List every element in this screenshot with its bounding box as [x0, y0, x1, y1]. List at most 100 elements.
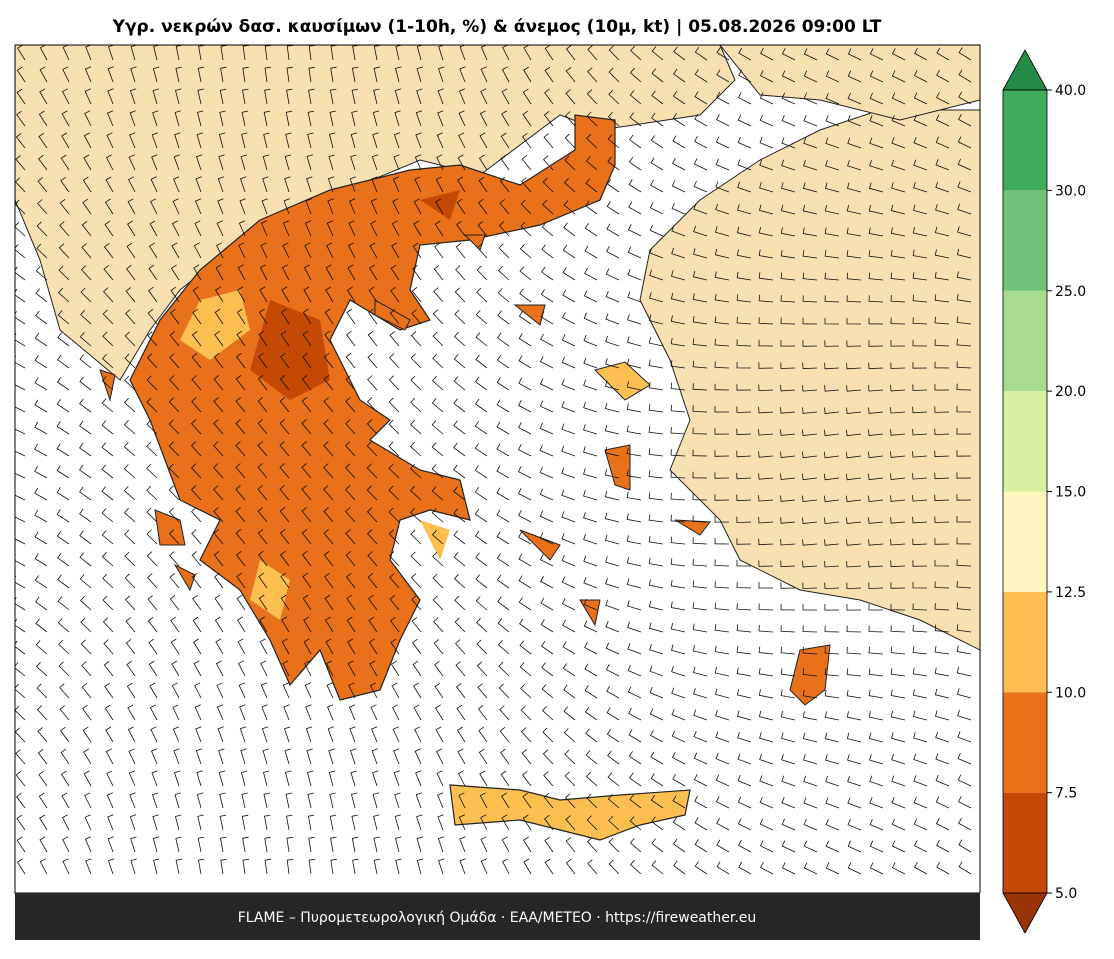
- wind-barb: [101, 376, 114, 391]
- wind-barb: [345, 441, 356, 457]
- wind-barb: [147, 616, 158, 633]
- wind-barb: [34, 531, 48, 545]
- wind-barb: [670, 382, 686, 391]
- wind-barb: [498, 221, 510, 237]
- wind-barb: [237, 286, 246, 303]
- wind-barb: [456, 198, 466, 215]
- wind-barb: [125, 595, 136, 611]
- wind-barb: [648, 557, 664, 567]
- wind-barb: [913, 159, 928, 171]
- wind-barb: [36, 243, 48, 259]
- wind-barb: [561, 445, 576, 457]
- wind-barb: [279, 419, 290, 435]
- wind-barb: [264, 45, 272, 61]
- wind-barb: [693, 248, 708, 259]
- wind-barb: [327, 176, 335, 193]
- wind-barb: [781, 114, 796, 127]
- wind-barb: [672, 90, 686, 105]
- wind-barb: [736, 581, 752, 589]
- wind-barb: [123, 486, 136, 501]
- wind-barb: [330, 66, 337, 83]
- wind-barb: [542, 177, 554, 193]
- wind-barb: [738, 69, 752, 83]
- wind-barb: [692, 405, 708, 413]
- wind-barb: [671, 180, 686, 193]
- wind-barb: [562, 244, 576, 259]
- wind-barb: [608, 67, 620, 83]
- wind-barb: [523, 45, 532, 61]
- wind-barb: [692, 449, 708, 457]
- wind-barb: [912, 384, 928, 391]
- wind-barb: [671, 665, 686, 677]
- wind-barb: [498, 661, 510, 677]
- wind-barb: [302, 572, 312, 589]
- wind-barb: [61, 88, 70, 105]
- wind-barb: [780, 603, 796, 611]
- wind-barb: [912, 689, 928, 699]
- wind-barb: [324, 594, 334, 611]
- wind-barb: [433, 617, 444, 633]
- wind-barb: [214, 572, 224, 589]
- wind-barb: [759, 775, 774, 787]
- wind-barb: [151, 792, 159, 809]
- wind-barb: [846, 362, 862, 370]
- wind-barb: [626, 447, 642, 457]
- wind-barb: [825, 862, 840, 875]
- wind-barb: [628, 751, 642, 765]
- wind-barb: [868, 689, 884, 699]
- wind-barb: [562, 619, 576, 633]
- wind-barb: [371, 176, 378, 193]
- wind-barb: [346, 616, 356, 633]
- wind-barb: [802, 625, 818, 633]
- wind-barb: [455, 265, 466, 281]
- wind-barb: [416, 66, 424, 83]
- wind-barb: [213, 352, 224, 369]
- wind-barb: [781, 797, 796, 809]
- wind-barb: [565, 836, 576, 853]
- wind-barb: [737, 159, 752, 171]
- wind-barb: [714, 271, 730, 281]
- wind-barb: [543, 792, 554, 809]
- wind-barb: [15, 749, 26, 765]
- wind-barb: [868, 362, 884, 370]
- wind-barb: [934, 384, 950, 391]
- wind-barb: [453, 508, 466, 523]
- wind-barb: [781, 862, 796, 875]
- wind-barb: [736, 538, 752, 545]
- wind-barb: [802, 732, 818, 743]
- wind-barb: [539, 532, 554, 545]
- wind-barb: [195, 154, 203, 171]
- wind-barb: [670, 337, 686, 347]
- wind-barb: [542, 749, 554, 765]
- wind-barb: [285, 770, 292, 787]
- wind-barb: [257, 374, 268, 391]
- wind-barb: [257, 396, 268, 413]
- wind-barb: [329, 814, 337, 831]
- wind-barb: [456, 726, 466, 743]
- wind-barb: [957, 688, 972, 699]
- wind-barb: [759, 182, 774, 193]
- wind-barb: [868, 646, 884, 655]
- wind-barb: [264, 814, 271, 831]
- wind-barb: [346, 308, 356, 325]
- wind-barb: [367, 529, 378, 545]
- wind-barb: [149, 704, 158, 721]
- wind-barb: [648, 314, 664, 325]
- colorbar-bin: [1003, 391, 1047, 492]
- wind-barb: [437, 792, 444, 809]
- wind-barb: [501, 814, 510, 831]
- colorbar-tick-label: 10.0: [1055, 685, 1086, 701]
- wind-barb: [35, 266, 48, 281]
- wind-barb: [628, 156, 642, 171]
- wind-barb: [437, 88, 444, 105]
- wind-barb: [174, 132, 181, 149]
- wind-barb: [124, 375, 136, 391]
- wind-barb: [124, 507, 136, 523]
- wind-barb: [174, 814, 182, 831]
- wind-barb: [780, 451, 796, 458]
- wind-barb: [455, 682, 466, 699]
- wind-barb: [282, 682, 290, 699]
- wind-barb: [128, 176, 136, 193]
- wind-barb: [586, 133, 598, 149]
